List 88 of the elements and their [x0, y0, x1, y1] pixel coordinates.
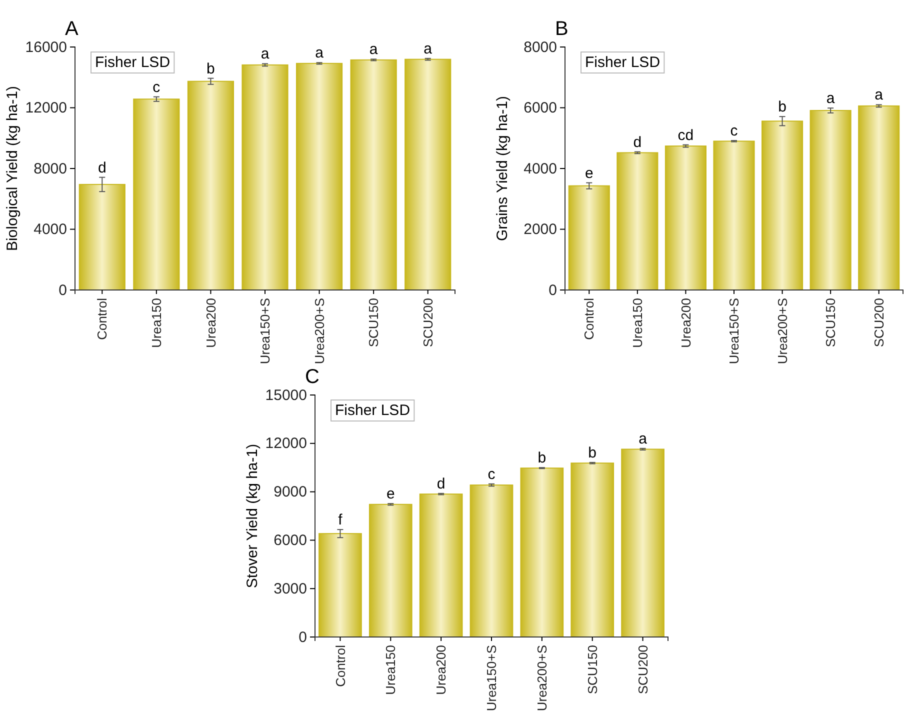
bar	[713, 140, 755, 290]
bar	[810, 110, 852, 290]
x-tick-label: Urea200+S	[312, 298, 327, 364]
y-tick-label: 4000	[34, 221, 67, 238]
annotation: cd	[678, 126, 694, 144]
annotation: d	[633, 134, 642, 151]
y-tick-label: 15000	[265, 386, 307, 404]
bar	[570, 462, 614, 638]
x-tick-label: Urea150	[630, 298, 645, 348]
annotation: e	[584, 164, 594, 182]
y-tick-label: 12000	[25, 100, 67, 117]
bar	[368, 504, 412, 638]
bar	[419, 494, 463, 638]
x-tick-label: Urea150+S	[726, 298, 742, 364]
annotation: a	[315, 44, 324, 62]
y-tick-label: 0	[298, 628, 307, 646]
annotation: a	[638, 430, 648, 448]
annotation: b	[206, 60, 215, 78]
x-tick-label: SCU150	[823, 298, 838, 348]
bar	[858, 105, 900, 290]
y-axis-title: Stover Yield (kg ha-1)	[244, 444, 261, 588]
y-tick-label: 2000	[524, 221, 557, 238]
x-tick-label: Urea200+S	[534, 644, 550, 712]
y-tick-label: 6000	[524, 100, 557, 117]
annotation: b	[538, 450, 546, 467]
x-tick-label: Urea200+S	[774, 298, 790, 364]
bar	[187, 80, 234, 290]
bar	[568, 185, 610, 290]
x-tick-label: SCU200	[635, 645, 650, 694]
annotation: a	[424, 40, 433, 58]
x-tick-label: Urea200	[434, 645, 449, 695]
bar	[520, 468, 564, 638]
x-tick-label: SCU200	[420, 298, 436, 348]
y-tick-label: 12000	[265, 435, 307, 452]
x-tick-label: Urea150	[383, 645, 398, 695]
annotation: a	[826, 90, 836, 108]
annotation: d	[436, 475, 446, 492]
chart-title: A	[65, 18, 79, 40]
bar	[616, 152, 658, 290]
annotation: Fisher LSD	[335, 402, 410, 419]
y-tick-label: 4000	[524, 160, 557, 178]
annotation: a	[874, 86, 884, 104]
annotation: b	[588, 444, 597, 462]
annotation: c	[488, 466, 496, 483]
y-axis-title: Biological Yield (kg ha-1)	[4, 86, 21, 252]
annotation: a	[369, 41, 378, 58]
annotation: Fisher LSD	[95, 54, 170, 71]
bar	[621, 448, 664, 638]
x-tick-label: Control	[94, 298, 110, 340]
y-axis-title: Grains Yield (kg ha-1)	[494, 96, 511, 242]
y-tick-label: 3000	[274, 580, 307, 598]
bar	[78, 184, 126, 290]
y-tick-label: 9000	[274, 484, 307, 501]
y-tick-label: 6000	[274, 532, 307, 549]
x-tick-label: Urea200	[203, 298, 218, 348]
annotation: d	[98, 159, 106, 176]
y-tick-label: 16000	[25, 38, 67, 56]
annotation: f	[338, 512, 344, 529]
bar	[470, 484, 514, 638]
bar	[242, 64, 288, 290]
x-tick-label: SCU150	[366, 298, 382, 348]
x-tick-label: Control	[332, 644, 348, 687]
bar	[133, 98, 180, 290]
x-tick-label: Urea200	[678, 298, 694, 348]
y-tick-label: 8000	[524, 38, 557, 56]
bar	[664, 146, 706, 290]
bar	[404, 58, 452, 290]
annotation: e	[386, 486, 395, 503]
x-tick-label: Control	[582, 298, 597, 340]
bar	[318, 533, 362, 638]
x-tick-label: Urea150+S	[484, 644, 500, 712]
annotation: b	[778, 98, 786, 116]
y-tick-label: 8000	[34, 160, 67, 178]
x-tick-label: SCU200	[871, 298, 886, 348]
bar	[762, 120, 804, 290]
annotation: Fisher LSD	[585, 54, 660, 71]
y-tick-label: 0	[58, 282, 67, 299]
bar	[296, 62, 343, 290]
annotation: a	[260, 46, 270, 63]
x-tick-label: SCU150	[584, 645, 600, 694]
annotation: c	[730, 122, 738, 140]
annotation: c	[152, 78, 161, 96]
chart-title: B	[555, 18, 568, 40]
bar	[350, 59, 397, 290]
x-tick-label: Urea150	[148, 298, 164, 348]
chart-title: C	[305, 366, 320, 388]
y-tick-label: 0	[548, 282, 557, 299]
x-tick-label: Urea150+S	[258, 298, 273, 364]
